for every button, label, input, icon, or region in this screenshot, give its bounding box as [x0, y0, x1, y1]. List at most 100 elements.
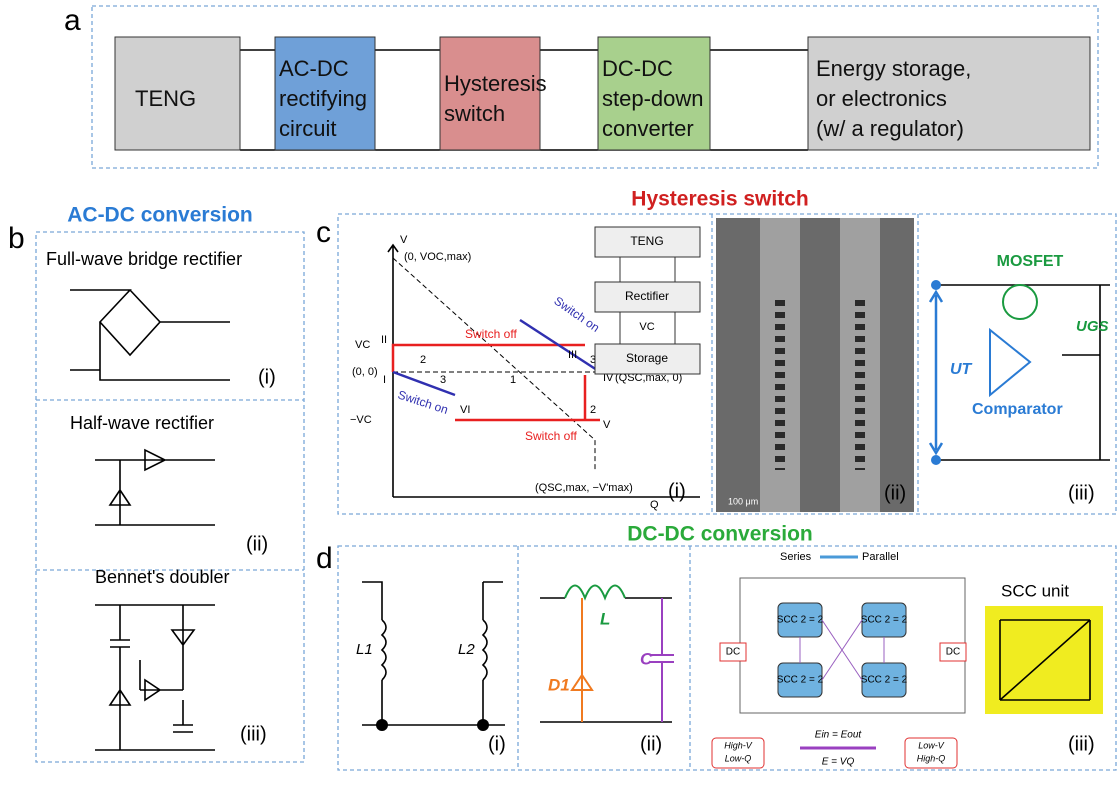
circuit [95, 604, 215, 751]
panel-label: d [316, 542, 333, 575]
plot-text: Switch on [396, 388, 450, 417]
block-text: switch [444, 101, 505, 126]
plot-text: (QSC,max, 0) [615, 372, 682, 384]
tag: (i) [668, 480, 686, 502]
scc-text: SCC 2 = 2 [861, 615, 908, 626]
item-title: Half-wave rectifier [70, 413, 214, 433]
tag: (i) [488, 733, 506, 755]
panel-box [337, 545, 1117, 771]
scc-wire [799, 619, 885, 681]
panel-label: b [8, 222, 25, 255]
panel-label: a [64, 4, 81, 37]
tag: (ii) [246, 533, 268, 555]
plot-text: Switch off [465, 327, 517, 341]
tag: (iii) [1068, 733, 1095, 755]
guide [392, 257, 596, 470]
panel-title: Hysteresis switch [631, 188, 808, 211]
diode [570, 598, 594, 722]
plot-text: IV [603, 372, 614, 384]
circuit-text: L1 [356, 641, 373, 658]
capacitor [650, 598, 674, 722]
plot-text: −VC [350, 414, 372, 426]
inductor [564, 584, 626, 601]
tag: (i) [258, 366, 276, 388]
schematic-text: Rectifier [625, 289, 669, 303]
plot-text: Q [650, 499, 659, 511]
circuit-text: DC [946, 647, 960, 658]
tag: (iii) [1068, 482, 1095, 504]
block [274, 36, 376, 151]
schematic-box [594, 343, 701, 375]
plot-text: 3 [590, 354, 596, 366]
label-box [904, 737, 958, 769]
circuit [95, 448, 215, 526]
block-text: Energy storage, [816, 56, 971, 81]
dc-box [719, 642, 747, 662]
block-text: rectifying [279, 86, 367, 111]
block [439, 36, 541, 151]
block-text: Hysteresis [444, 71, 547, 96]
circuit-text: Low-Q [725, 753, 752, 763]
block-text: or electronics [816, 86, 947, 111]
label-box [711, 737, 765, 769]
panel-title: DC-DC conversion [627, 523, 813, 546]
node [376, 719, 388, 731]
node [931, 280, 941, 290]
plot-text: I [383, 374, 386, 386]
circuit [362, 581, 505, 726]
item-title: Full-wave bridge rectifier [46, 249, 242, 269]
arrow [928, 289, 944, 456]
sem-image [775, 300, 865, 470]
plot-text: III [568, 349, 577, 361]
circuit-text: Series [780, 551, 812, 563]
scc-frame [739, 577, 966, 714]
scc-text: SCC 2 = 2 [777, 675, 824, 686]
plot-text: (QSC,max, −V'max) [535, 482, 633, 494]
plot-text: (0, 0) [352, 366, 378, 378]
dc-box [939, 642, 967, 662]
circuit [70, 289, 230, 381]
schematic-text: VC [639, 321, 654, 333]
tag: (ii) [884, 482, 906, 504]
plot-text: (0, VOC,max) [404, 251, 471, 263]
block-text: AC-DC [279, 56, 349, 81]
node [931, 455, 941, 465]
circuit [999, 619, 1091, 701]
plot-text: 2 [590, 404, 596, 416]
circuit-text: Comparator [972, 401, 1063, 418]
circuit-text: Low-V [918, 740, 945, 750]
block-text: converter [602, 116, 694, 141]
circuit-text: D1 [548, 675, 570, 694]
schematic-box [594, 226, 701, 258]
scc-text: SCC 2 = 2 [777, 615, 824, 626]
circuit-text: DC [726, 647, 740, 658]
plot-text: Switch off [525, 429, 577, 443]
panel-box [337, 213, 1117, 515]
item-title: Bennet's doubler [95, 567, 230, 587]
tag: (ii) [640, 733, 662, 755]
cycle-blue [392, 318, 601, 397]
circuit-text: High-V [724, 740, 753, 750]
circuit-text: UGS [1076, 318, 1109, 335]
circuit-text: Parallel [862, 551, 899, 563]
plot-text: 3 [440, 374, 446, 386]
plot-text: 1 [510, 374, 516, 386]
circuit-text: C [640, 649, 653, 668]
panel-box [91, 5, 1099, 169]
scc-text: SCC 2 = 2 [861, 675, 908, 686]
circuit-text: L [600, 609, 610, 628]
comparator [989, 327, 1032, 398]
block-text: step-down [602, 86, 704, 111]
circuit-text: E = VQ [822, 757, 855, 768]
panel-label: c [316, 216, 331, 249]
block [807, 36, 1091, 151]
tag: (iii) [240, 723, 267, 745]
sem-image [716, 218, 914, 512]
circuit-text: UT [950, 361, 973, 378]
plot-text: V [400, 234, 408, 246]
circuit [540, 597, 672, 723]
block [597, 36, 711, 151]
panel-title: AC-DC conversion [67, 204, 253, 227]
block-text: TENG [135, 86, 196, 111]
